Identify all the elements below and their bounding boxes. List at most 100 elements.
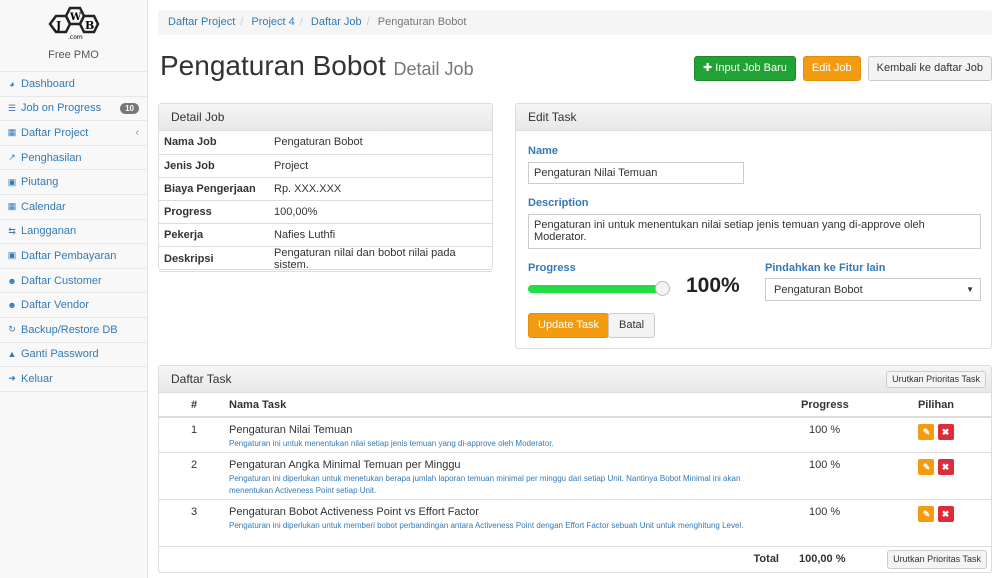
edit-job-button[interactable]: Edit Job — [802, 56, 861, 81]
sidebar-item-label: Daftar Project — [21, 126, 89, 139]
task-table: # Nama Task Progress Pilihan 1 Pengaturan… — [159, 393, 991, 573]
progress-slider[interactable] — [528, 281, 670, 296]
total-label: Total — [229, 546, 791, 573]
detail-row: Biaya Pengerjaan Rp. XXX.XXX — [159, 177, 492, 201]
task-progress: 100 % — [791, 452, 881, 500]
sidebar-item-label: Job on Progress — [21, 102, 102, 115]
progress-value: 100% — [686, 274, 740, 297]
delete-icon[interactable]: ✖ — [937, 424, 954, 440]
sort-priority-button-bottom[interactable]: Urutkan Prioritas Task — [887, 549, 987, 569]
name-input[interactable]: Pengaturan Nilai Temuan — [528, 162, 744, 184]
sidebar-item-penghasilan[interactable]: ↗ Penghasilan — [0, 146, 147, 171]
sidebar-item-label: Keluar — [21, 372, 53, 385]
sidebar-item-label: Calendar — [21, 200, 66, 213]
col-progress: Progress — [791, 393, 881, 418]
list-icon: ☰ — [7, 102, 17, 113]
money-icon: ▣ — [7, 176, 17, 187]
page-title-text: Pengaturan Bobot — [160, 50, 386, 81]
description-textarea[interactable]: Pengaturan ini untuk menentukan nilai se… — [528, 214, 981, 249]
sidebar-item-label: Daftar Pembayaran — [21, 249, 117, 262]
breadcrumb-daftar-job[interactable]: Daftar Job — [310, 16, 362, 28]
breadcrumb-project[interactable]: Project 4 — [251, 16, 295, 28]
detail-value: Project — [269, 154, 492, 178]
sidebar-item-label: Daftar Vendor — [21, 299, 89, 312]
edit-icon[interactable]: ✎ — [918, 424, 935, 440]
edit-task-title: Edit Task — [516, 104, 991, 131]
progress-slider-handle[interactable] — [655, 281, 670, 296]
sidebar-item-label: Dashboard — [21, 77, 75, 90]
users-icon: ☻ — [7, 275, 17, 286]
svg-text:J: J — [55, 19, 61, 32]
calendar-icon: ▦ — [7, 201, 17, 212]
edit-icon[interactable]: ✎ — [918, 505, 935, 522]
line-chart-icon: ↗ — [8, 152, 16, 163]
sidebar-item-job-on-progress[interactable]: ☰ Job on Progress 10 — [0, 97, 147, 122]
input-job-baru-button[interactable]: ✚ Input Job Baru — [694, 56, 796, 81]
retweet-icon: ⇆ — [8, 225, 16, 236]
sidebar-item-daftar-customer[interactable]: ☻ Daftar Customer — [0, 269, 147, 294]
detail-row: Nama Job Pengaturan Bobot — [159, 131, 492, 155]
detail-value: Pengaturan Bobot — [269, 131, 492, 155]
jwb-logo-icon: J W B .com — [47, 6, 99, 41]
delete-icon[interactable]: ✖ — [937, 458, 954, 475]
sidebar-item-ganti-password[interactable]: ▲ Ganti Password — [0, 343, 147, 368]
svg-text:B: B — [85, 19, 94, 32]
sidebar-item-backup-restore-db[interactable]: ↻ Backup/Restore DB — [0, 318, 147, 343]
sidebar-item-langganan[interactable]: ⇆ Langganan — [0, 220, 147, 245]
sidebar-item-daftar-vendor[interactable]: ☻ Daftar Vendor — [0, 293, 147, 318]
delete-icon[interactable]: ✖ — [937, 505, 954, 522]
input-job-baru-label: Input Job Baru — [715, 62, 787, 74]
cancel-button[interactable]: Batal — [608, 313, 656, 338]
svg-text:W: W — [69, 12, 82, 23]
total-row: Total 100,00 % Urutkan Prioritas Task — [159, 546, 991, 573]
detail-job-panel: Detail Job Nama Job Pengaturan Bobot Jenis… — [158, 103, 493, 272]
table-icon: ▦ — [7, 127, 17, 138]
breadcrumb: Daftar Project / Project 4/ Daftar Job / P… — [158, 10, 992, 35]
edit-icon[interactable]: ✎ — [918, 458, 935, 475]
task-description: Pengaturan ini diperlukan untuk memberi … — [229, 520, 744, 530]
job-count-badge: 10 — [120, 102, 139, 114]
table-row: 3 Pengaturan Bobot Activeness Point vs Ef… — [159, 499, 991, 547]
refresh-icon: ↻ — [8, 324, 16, 335]
progress-label: Progress — [528, 262, 576, 274]
sidebar: J W B .com Free PMO ◕ Dashboard ☰ Job on Pr… — [0, 0, 148, 578]
sidebar-item-dashboard[interactable]: ◕ Dashboard — [0, 72, 147, 97]
logo[interactable]: J W B .com Free PMO — [0, 0, 147, 72]
sidebar-item-daftar-pembayaran[interactable]: ▣ Daftar Pembayaran — [0, 244, 147, 269]
col-number: # — [159, 393, 229, 418]
edit-task-panel: Edit Task Name Pengaturan Nilai Temuan D… — [515, 103, 992, 349]
sidebar-item-label: Daftar Customer — [21, 274, 102, 287]
sidebar-item-calendar[interactable]: ▦ Calendar — [0, 195, 147, 220]
back-to-jobs-button[interactable]: Kembali ke daftar Job — [867, 56, 992, 81]
sidebar-item-keluar[interactable]: ➜ Keluar — [0, 367, 147, 392]
detail-row: Deskripsi Pengaturan nilai dan bobot nila… — [159, 246, 492, 272]
update-task-button[interactable]: Update Task — [528, 313, 609, 338]
task-number: 2 — [159, 452, 229, 500]
task-list-panel: Daftar Task Urutkan Prioritas Task # Nam… — [158, 365, 992, 573]
plus-icon: ✚ — [703, 62, 716, 74]
page-subtitle: Detail Job — [393, 59, 474, 79]
task-number: 3 — [159, 499, 229, 547]
svg-text:.com: .com — [68, 34, 83, 41]
breadcrumb-daftar-project[interactable]: Daftar Project — [168, 16, 236, 28]
sidebar-item-piutang[interactable]: ▣ Piutang — [0, 170, 147, 195]
page-title: Pengaturan Bobot Detail Job — [160, 50, 474, 82]
table-row: 1 Pengaturan Nilai Temuan Pengaturan ini u… — [159, 417, 991, 453]
detail-key: Deskripsi — [159, 246, 269, 272]
task-name: Pengaturan Bobot Activeness Point vs Eff… — [229, 505, 479, 518]
sort-priority-button-top[interactable]: Urutkan Prioritas Task — [886, 371, 986, 388]
detail-row: Pekerja Nafies Luthfi — [159, 223, 492, 247]
name-label: Name — [528, 145, 558, 157]
task-description: Pengaturan ini untuk menentukan nilai se… — [229, 439, 554, 448]
table-row: 2 Pengaturan Angka Minimal Temuan per Min… — [159, 452, 991, 500]
total-value: 100,00 % — [791, 546, 881, 573]
sidebar-item-daftar-project[interactable]: ▦ Daftar Project ‹ — [0, 121, 147, 146]
move-feature-select[interactable]: Pengaturan Bobot ▼ — [765, 278, 981, 301]
task-progress: 100 % — [791, 417, 881, 453]
detail-key: Pekerja — [159, 223, 269, 247]
detail-value: Rp. XXX.XXX — [269, 177, 492, 201]
task-progress: 100 % — [791, 499, 881, 547]
detail-row: Jenis Job Project — [159, 154, 492, 178]
detail-key: Jenis Job — [159, 154, 269, 178]
chevron-left-icon: ‹ — [135, 126, 139, 139]
